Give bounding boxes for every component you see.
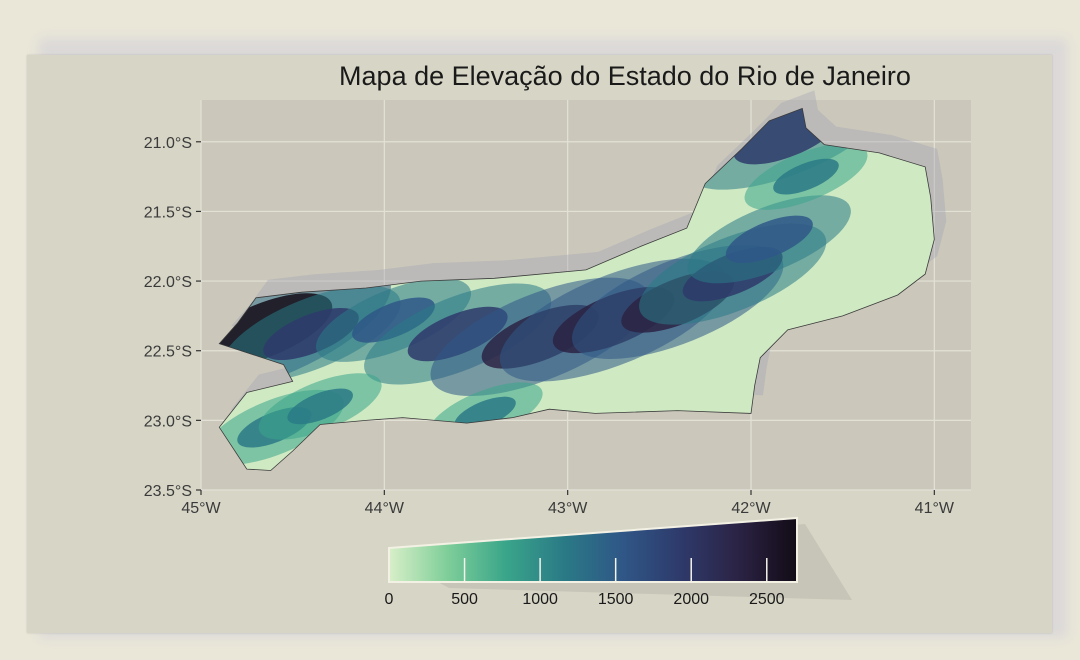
y-tick-label: 22.0°S <box>144 274 192 291</box>
elevation-legend: 0 500 1000 1500 2000 2500 <box>385 516 852 608</box>
y-tick-label: 21.5°S <box>144 204 192 221</box>
y-tick-label: 23.0°S <box>144 413 192 430</box>
legend-tick-label: 0 <box>385 591 394 608</box>
legend-tick-label: 2500 <box>749 591 785 608</box>
relief-peak <box>725 215 813 264</box>
y-tick-label: 23.5°S <box>144 483 192 500</box>
y-tick-label: 22.5°S <box>144 344 192 361</box>
legend-tick-label: 500 <box>451 591 478 608</box>
x-tick-label: 43°W <box>548 500 588 517</box>
x-tick-label: 42°W <box>731 500 771 517</box>
axes: 45°W 44°W 43°W 42°W 41°W 21.0°S 21.5°S 22.0°S 22… <box>144 135 955 517</box>
y-tick-label: 21.0°S <box>144 135 192 152</box>
legend-colorbar <box>388 516 798 583</box>
legend-tick-label: 2000 <box>673 591 709 608</box>
x-tick-label: 44°W <box>365 500 405 517</box>
legend-tick-label: 1000 <box>522 591 558 608</box>
relief-peak <box>773 158 839 195</box>
elevation-map: Mapa de Elevação do Estado do Rio de Jan… <box>144 61 971 608</box>
chart-title: Mapa de Elevação do Estado do Rio de Jan… <box>339 61 911 91</box>
x-tick-label: 41°W <box>915 500 955 517</box>
map-panel: Mapa de Elevação do Estado do Rio de Jan… <box>27 55 1052 633</box>
x-tick-label: 45°W <box>181 500 221 517</box>
relief-peak <box>454 396 516 431</box>
land-region <box>218 90 947 471</box>
relief-peak <box>352 297 435 343</box>
legend-tick-label: 1500 <box>598 591 634 608</box>
elevation-relief <box>219 108 890 465</box>
relief-peak <box>287 388 353 425</box>
land-outline <box>218 107 935 471</box>
